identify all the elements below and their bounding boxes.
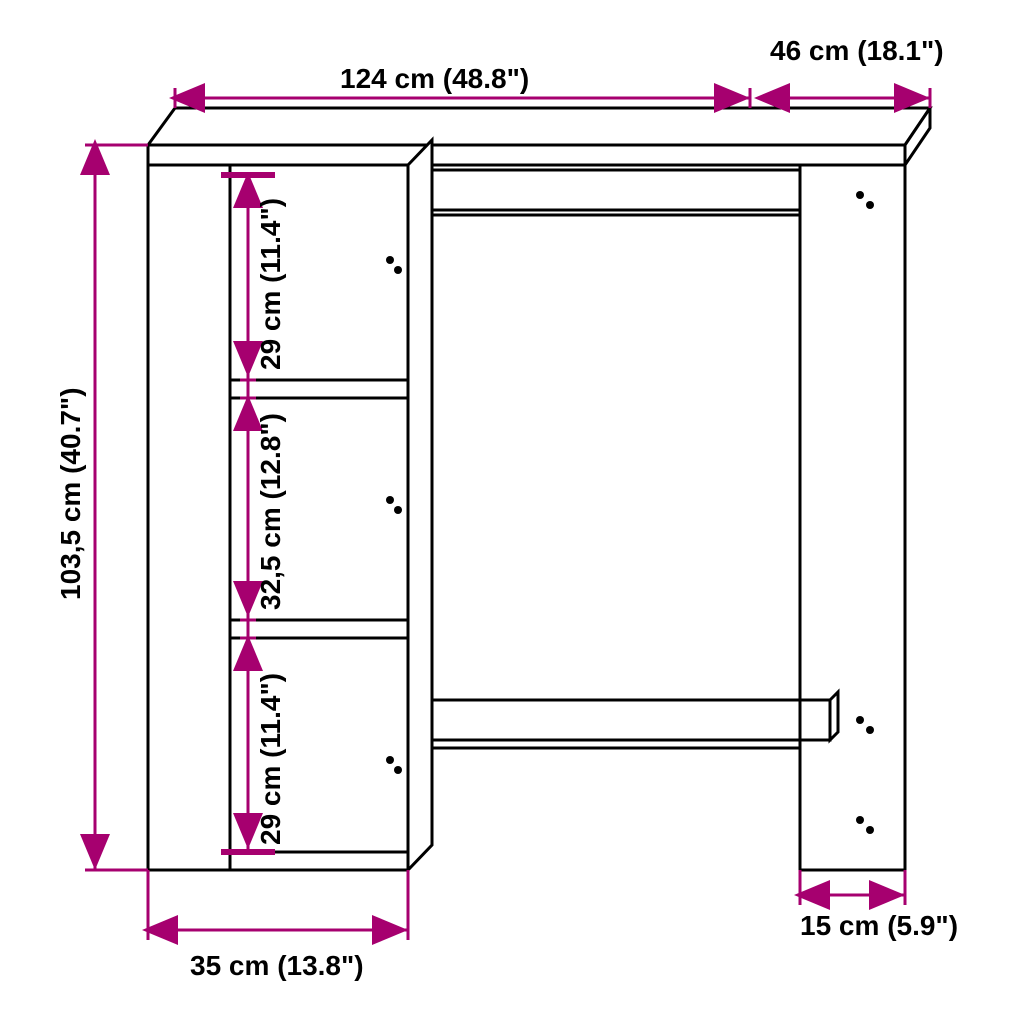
dim-width-top: 124 cm (48.8"): [340, 63, 529, 94]
dim-shelf-bot: 29 cm (11.4"): [255, 673, 286, 845]
dim-depth-top: 46 cm (18.1"): [770, 35, 944, 66]
dim-leg-width: 15 cm (5.9"): [800, 910, 958, 941]
dim-shelf-mid: 32,5 cm (12.8"): [255, 413, 286, 610]
dim-height-total: 103,5 cm (40.7"): [55, 387, 86, 600]
dim-cabinet-width: 35 cm (13.8"): [190, 950, 364, 981]
dim-shelf-top: 29 cm (11.4"): [255, 198, 286, 370]
